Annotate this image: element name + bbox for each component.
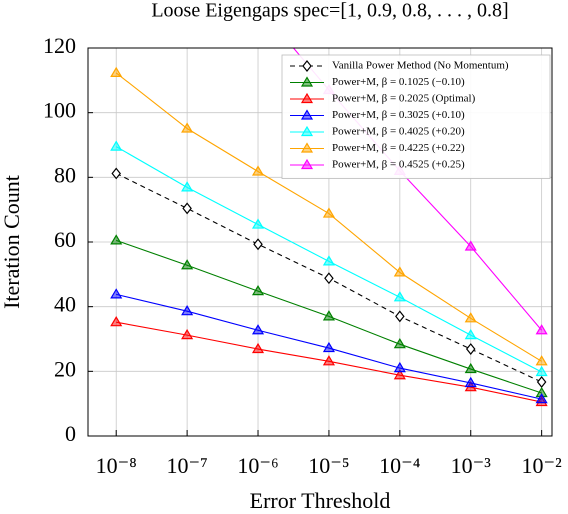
marker	[464, 362, 477, 374]
marker	[393, 337, 406, 349]
x-tick-label: 10⁻⁸	[96, 453, 137, 478]
marker	[251, 342, 265, 354]
marker	[322, 310, 335, 321]
marker	[535, 392, 548, 404]
legend-label: Power+M, β = 0.3025 (+0.10)	[332, 109, 465, 121]
marker	[251, 165, 265, 176]
y-tick-label: 80	[54, 162, 76, 187]
chart-title: Loose Eigengaps spec=[1, 0.9, 0.8, . . .…	[151, 0, 508, 22]
y-tick-label: 100	[43, 98, 76, 123]
x-tick-label: 10⁻⁴	[379, 453, 421, 478]
marker	[251, 284, 265, 296]
legend-label: Vanilla Power Method (No Momentum)	[332, 60, 509, 72]
marker	[110, 316, 123, 327]
legend-label: Power+M, β = 0.2025 (Optimal)	[332, 93, 476, 105]
marker	[393, 361, 406, 373]
marker	[322, 255, 335, 266]
marker	[395, 310, 405, 323]
legend-label: Power+M, β = 0.4025 (+0.20)	[332, 126, 465, 138]
legend-label: Power+M, β = 0.4525 (+0.25)	[332, 159, 465, 171]
marker	[464, 312, 477, 323]
legend-marker	[300, 142, 314, 153]
marker	[535, 324, 548, 335]
legend: Vanilla Power Method (No Momentum) Power+…	[281, 54, 551, 179]
legend-marker	[300, 125, 314, 137]
marker	[251, 218, 265, 229]
marker	[535, 355, 548, 366]
legend-label: Power+M, β = 0.4225 (+0.22)	[332, 142, 465, 154]
marker	[322, 207, 335, 218]
y-tick-label: 40	[54, 292, 76, 317]
marker	[253, 238, 263, 251]
x-axis-label: Error Threshold	[250, 488, 391, 513]
axes-frame	[87, 47, 553, 437]
marker	[110, 234, 123, 245]
legend-label: Power+M, β = 0.1025 (−0.10)	[332, 76, 465, 88]
marker	[110, 66, 123, 77]
marker	[465, 343, 476, 355]
marker	[181, 328, 194, 340]
marker	[181, 305, 194, 316]
marker	[324, 272, 334, 285]
marker	[181, 122, 194, 133]
legend-box	[281, 54, 551, 179]
marker	[464, 328, 477, 340]
x-tick-label: 10⁻³	[451, 453, 492, 478]
marker	[393, 291, 406, 302]
legend-marker	[300, 76, 314, 87]
marker	[464, 376, 477, 388]
marker	[322, 341, 335, 353]
legend-marker	[300, 92, 314, 104]
marker	[110, 140, 123, 151]
marker	[535, 365, 548, 377]
marker	[536, 376, 547, 388]
x-tick-label: 10⁻⁶	[237, 453, 278, 478]
y-tick-label: 0	[65, 421, 76, 446]
marker	[322, 355, 335, 366]
legend-marker	[302, 60, 312, 72]
marker	[181, 259, 194, 270]
y-tick-label: 20	[54, 356, 76, 381]
y-axis-label: Iteration Count	[0, 175, 24, 309]
marker	[464, 240, 477, 251]
marker	[111, 167, 121, 180]
y-tick-label: 120	[43, 33, 76, 58]
legend-marker	[300, 158, 314, 170]
x-tick-label: 10⁻⁵	[308, 453, 349, 478]
legend-marker	[300, 109, 314, 120]
marker	[393, 266, 406, 277]
marker	[182, 202, 192, 215]
marker	[251, 324, 265, 335]
marker	[110, 288, 123, 299]
marker	[393, 369, 406, 380]
x-tick-label: 10⁻²	[522, 453, 563, 478]
x-tick-label: 10⁻⁷	[166, 453, 207, 478]
y-tick-label: 60	[54, 227, 76, 252]
marker	[181, 181, 194, 192]
